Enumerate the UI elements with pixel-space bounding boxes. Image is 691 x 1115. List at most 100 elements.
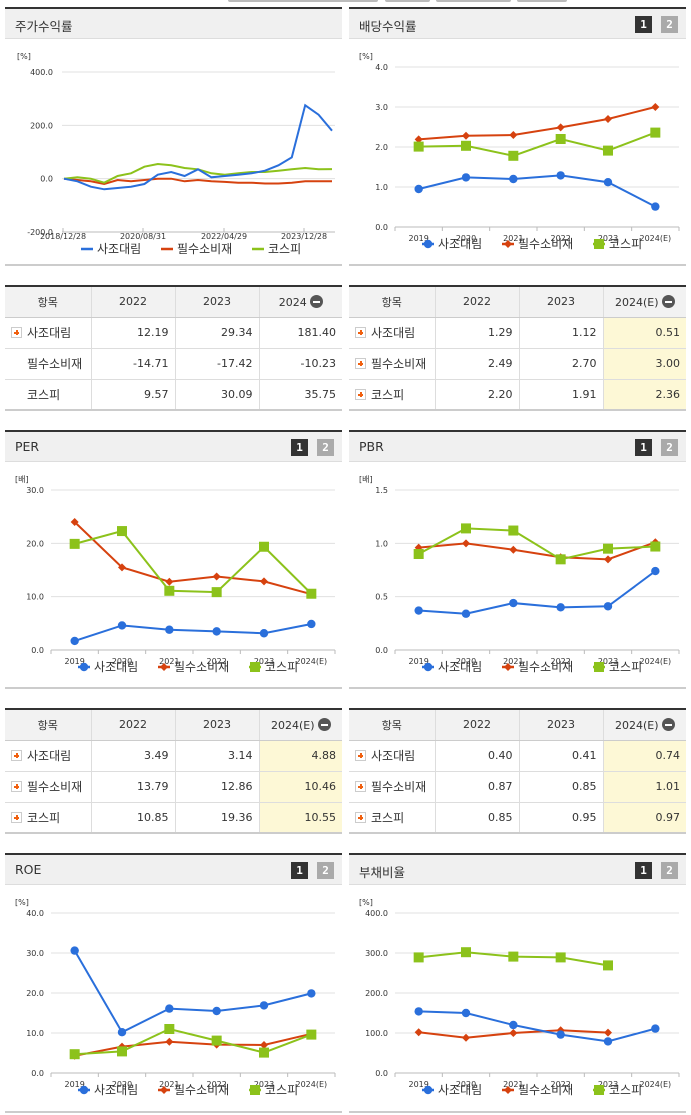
top-tab[interactable] [385,0,430,2]
column-header: 2024 [259,286,342,318]
legend-item: 사조대림 [422,660,482,674]
page-1-button[interactable]: 1 [635,439,652,456]
data-point-square [164,1024,175,1034]
legend-item: 필수소비재 [158,660,229,674]
chart-legend: 사조대림 필수소비재 코스피 [422,237,642,251]
collapse-minus-icon[interactable] [661,717,675,731]
panel-dividend: 배당수익률 1 2 [%] 4.0 3.0 2.0 1.0 0.0 2019 2020 2021… [349,7,686,266]
page-2-button[interactable]: 2 [317,439,334,456]
column-header-label: 2024 [278,295,307,309]
row-label[interactable]: 필수소비재 [349,348,436,380]
data-point-diamond [504,1086,512,1094]
expand-plus-icon[interactable] [355,388,366,400]
row-label-text: 필수소비재 [371,357,427,371]
y-tick-label: 0.0 [31,646,44,655]
panel-header: PER 1 2 [5,432,342,462]
column-header-label: 항목 [381,718,402,732]
row-label[interactable]: 필수소비재 [349,771,436,803]
cell-value: 1.01 [603,771,686,803]
page-1-button[interactable]: 1 [291,862,308,879]
expand-plus-icon[interactable] [355,327,366,338]
data-point-circle [509,174,518,184]
page-1-button[interactable]: 1 [635,862,652,879]
data-point-diamond [504,663,512,671]
legend-item: 필수소비재 [161,242,232,256]
series-company [70,946,316,1037]
cell-value: 10.55 [259,802,342,833]
x-tick-label: 2023 [254,657,274,666]
series-line-company [63,103,333,191]
chart-legend: 사조대림 필수소비재 코스피 [78,1083,298,1097]
column-header-label: 2024(E) [270,718,315,732]
chart-legend: 사조대림 필수소비재 코스피 [81,242,301,256]
page-2-button[interactable]: 2 [317,862,334,879]
y-tick-label: 200.0 [30,121,53,130]
column-header: 2024(E) [259,709,342,741]
data-point-diamond [70,518,79,526]
row-label[interactable]: 코스피 [349,802,436,833]
table-header-row: 항목 2022 2023 2024(E) [349,286,686,318]
panel-title: PER [15,439,40,454]
legend-label: 사조대림 [94,660,138,674]
row-label[interactable]: 코스피 [349,379,436,410]
legend-label: 사조대림 [438,660,482,674]
page-2-button[interactable]: 2 [661,16,678,33]
legend-label: 코스피 [268,242,301,256]
row-label[interactable]: 사조대림 [5,317,92,349]
table-row: 사조대림 3.49 3.14 4.88 [5,740,342,772]
top-tab[interactable] [517,0,567,2]
collapse-minus-icon[interactable] [317,717,331,731]
expand-plus-icon[interactable] [11,750,22,761]
data-point-diamond [462,539,470,548]
series-line [418,570,656,615]
expand-plus-icon[interactable] [355,358,366,369]
pager: 1 2 [291,439,334,456]
y-tick-label: 30.0 [26,486,44,495]
data-point-square [461,947,471,958]
x-tick-label: 2021 [503,234,523,243]
data-point-circle [117,1028,127,1037]
collapse-minus-icon[interactable] [309,294,323,308]
x-tick-label: 2021 [159,657,179,666]
data-point-square [69,538,80,549]
collapse-minus-icon[interactable] [661,294,675,308]
expand-plus-icon[interactable] [11,781,22,792]
row-label[interactable]: 필수소비재 [5,771,92,803]
data-point-circle [461,173,471,182]
expand-plus-icon[interactable] [355,811,366,823]
page-1-button[interactable]: 1 [291,439,308,456]
page-2-button[interactable]: 2 [661,439,678,456]
x-tick-label: 2019 [64,657,84,666]
data-point-circle [70,636,79,646]
cell-value: 0.85 [519,771,604,803]
legend-label: 필수소비재 [174,1083,229,1097]
expand-plus-icon[interactable] [11,327,22,338]
column-header-label: 항목 [381,295,402,309]
y-axis-unit: [%] [17,52,31,61]
row-label[interactable]: 코스피 [5,802,92,833]
expand-plus-icon[interactable] [355,781,366,792]
row-label[interactable]: 사조대림 [349,740,436,772]
page-2-button[interactable]: 2 [661,862,678,879]
series-line [418,527,656,561]
data-point-square [306,1029,317,1040]
data-point-square [603,543,613,554]
column-header-label: 2022 [119,718,147,732]
row-label-text: 필수소비재 [371,780,427,794]
data-point-diamond [414,1028,423,1037]
series-kospi [413,127,661,161]
legend-label: 필수소비재 [518,660,573,674]
y-tick-label: 0.0 [31,1069,44,1078]
top-tab[interactable] [228,0,378,2]
row-label[interactable]: 사조대림 [5,740,92,772]
column-header-label: 2023 [203,295,231,309]
expand-plus-icon[interactable] [11,811,22,823]
top-tab[interactable] [436,0,511,2]
legend-label: 코스피 [265,660,298,674]
row-label: 코스피 [5,379,92,410]
page-1-button[interactable]: 1 [635,16,652,33]
data-point-circle [556,603,565,612]
data-point-circle [259,629,269,638]
expand-plus-icon[interactable] [355,750,366,761]
row-label[interactable]: 사조대림 [349,317,436,349]
